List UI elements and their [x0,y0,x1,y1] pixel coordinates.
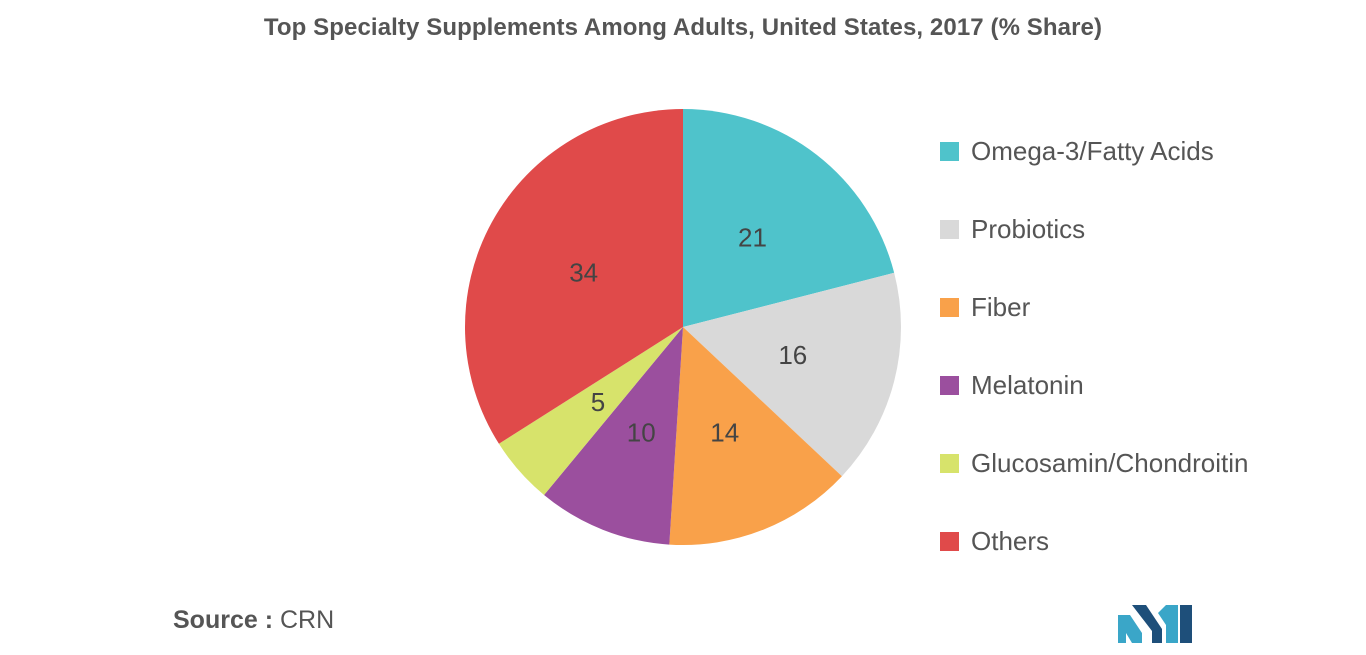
legend-swatch [940,297,959,317]
legend-label: Melatonin [971,369,1084,400]
data-label-probiotics: 16 [778,340,807,370]
legend-item-others[interactable]: Others [940,502,1248,580]
legend-item-fiber[interactable]: Fiber [940,268,1248,346]
data-label-omega3: 21 [738,222,767,252]
legend-swatch [940,453,959,473]
data-label-melatonin: 10 [627,417,656,447]
legend-label: Probiotics [971,213,1086,244]
logo-shape-left [1118,615,1142,643]
legend-swatch [940,375,959,395]
pie-slice-melatonin[interactable] [544,327,683,545]
legend-label: Glucosamin/Chondroitin [971,447,1249,478]
logo-shape-right [1158,605,1178,643]
legend-label: Others [971,525,1050,556]
legend-swatch [940,531,959,551]
legend-item-glucosamin[interactable]: Glucosamin/Chondroitin [940,424,1248,502]
source-note: Source : CRN [173,606,334,635]
pie-slice-others[interactable] [465,109,683,444]
pie-slice-fiber[interactable] [669,327,842,545]
source-label: Source : [173,606,274,634]
logo-shape-middle [1132,605,1162,643]
chart-title: Top Specialty Supplements Among Adults, … [263,14,1103,41]
legend-item-omega3[interactable]: Omega-3/Fatty Acids [940,112,1248,190]
legend-label: Fiber [971,291,1031,322]
chart-legend: Omega-3/Fatty Acids Probiotics Fiber Mel… [940,112,1248,580]
pie-slice-omega3[interactable] [683,109,895,327]
pie-slice-glucosamin[interactable] [498,327,683,495]
mordor-intelligence-logo-icon [1118,605,1192,643]
source-value: CRN [279,606,335,634]
legend-item-melatonin[interactable]: Melatonin [940,346,1248,424]
legend-label: Omega-3/Fatty Acids [971,135,1214,166]
logo-shape-tip [1180,605,1192,643]
data-label-glucosamin: 5 [591,387,605,417]
legend-swatch [940,219,959,239]
pie-slice-probiotics[interactable] [683,272,901,477]
legend-swatch [940,141,959,161]
data-label-others: 34 [569,257,598,287]
legend-item-probiotics[interactable]: Probiotics [940,190,1248,268]
data-label-fiber: 14 [710,417,739,447]
